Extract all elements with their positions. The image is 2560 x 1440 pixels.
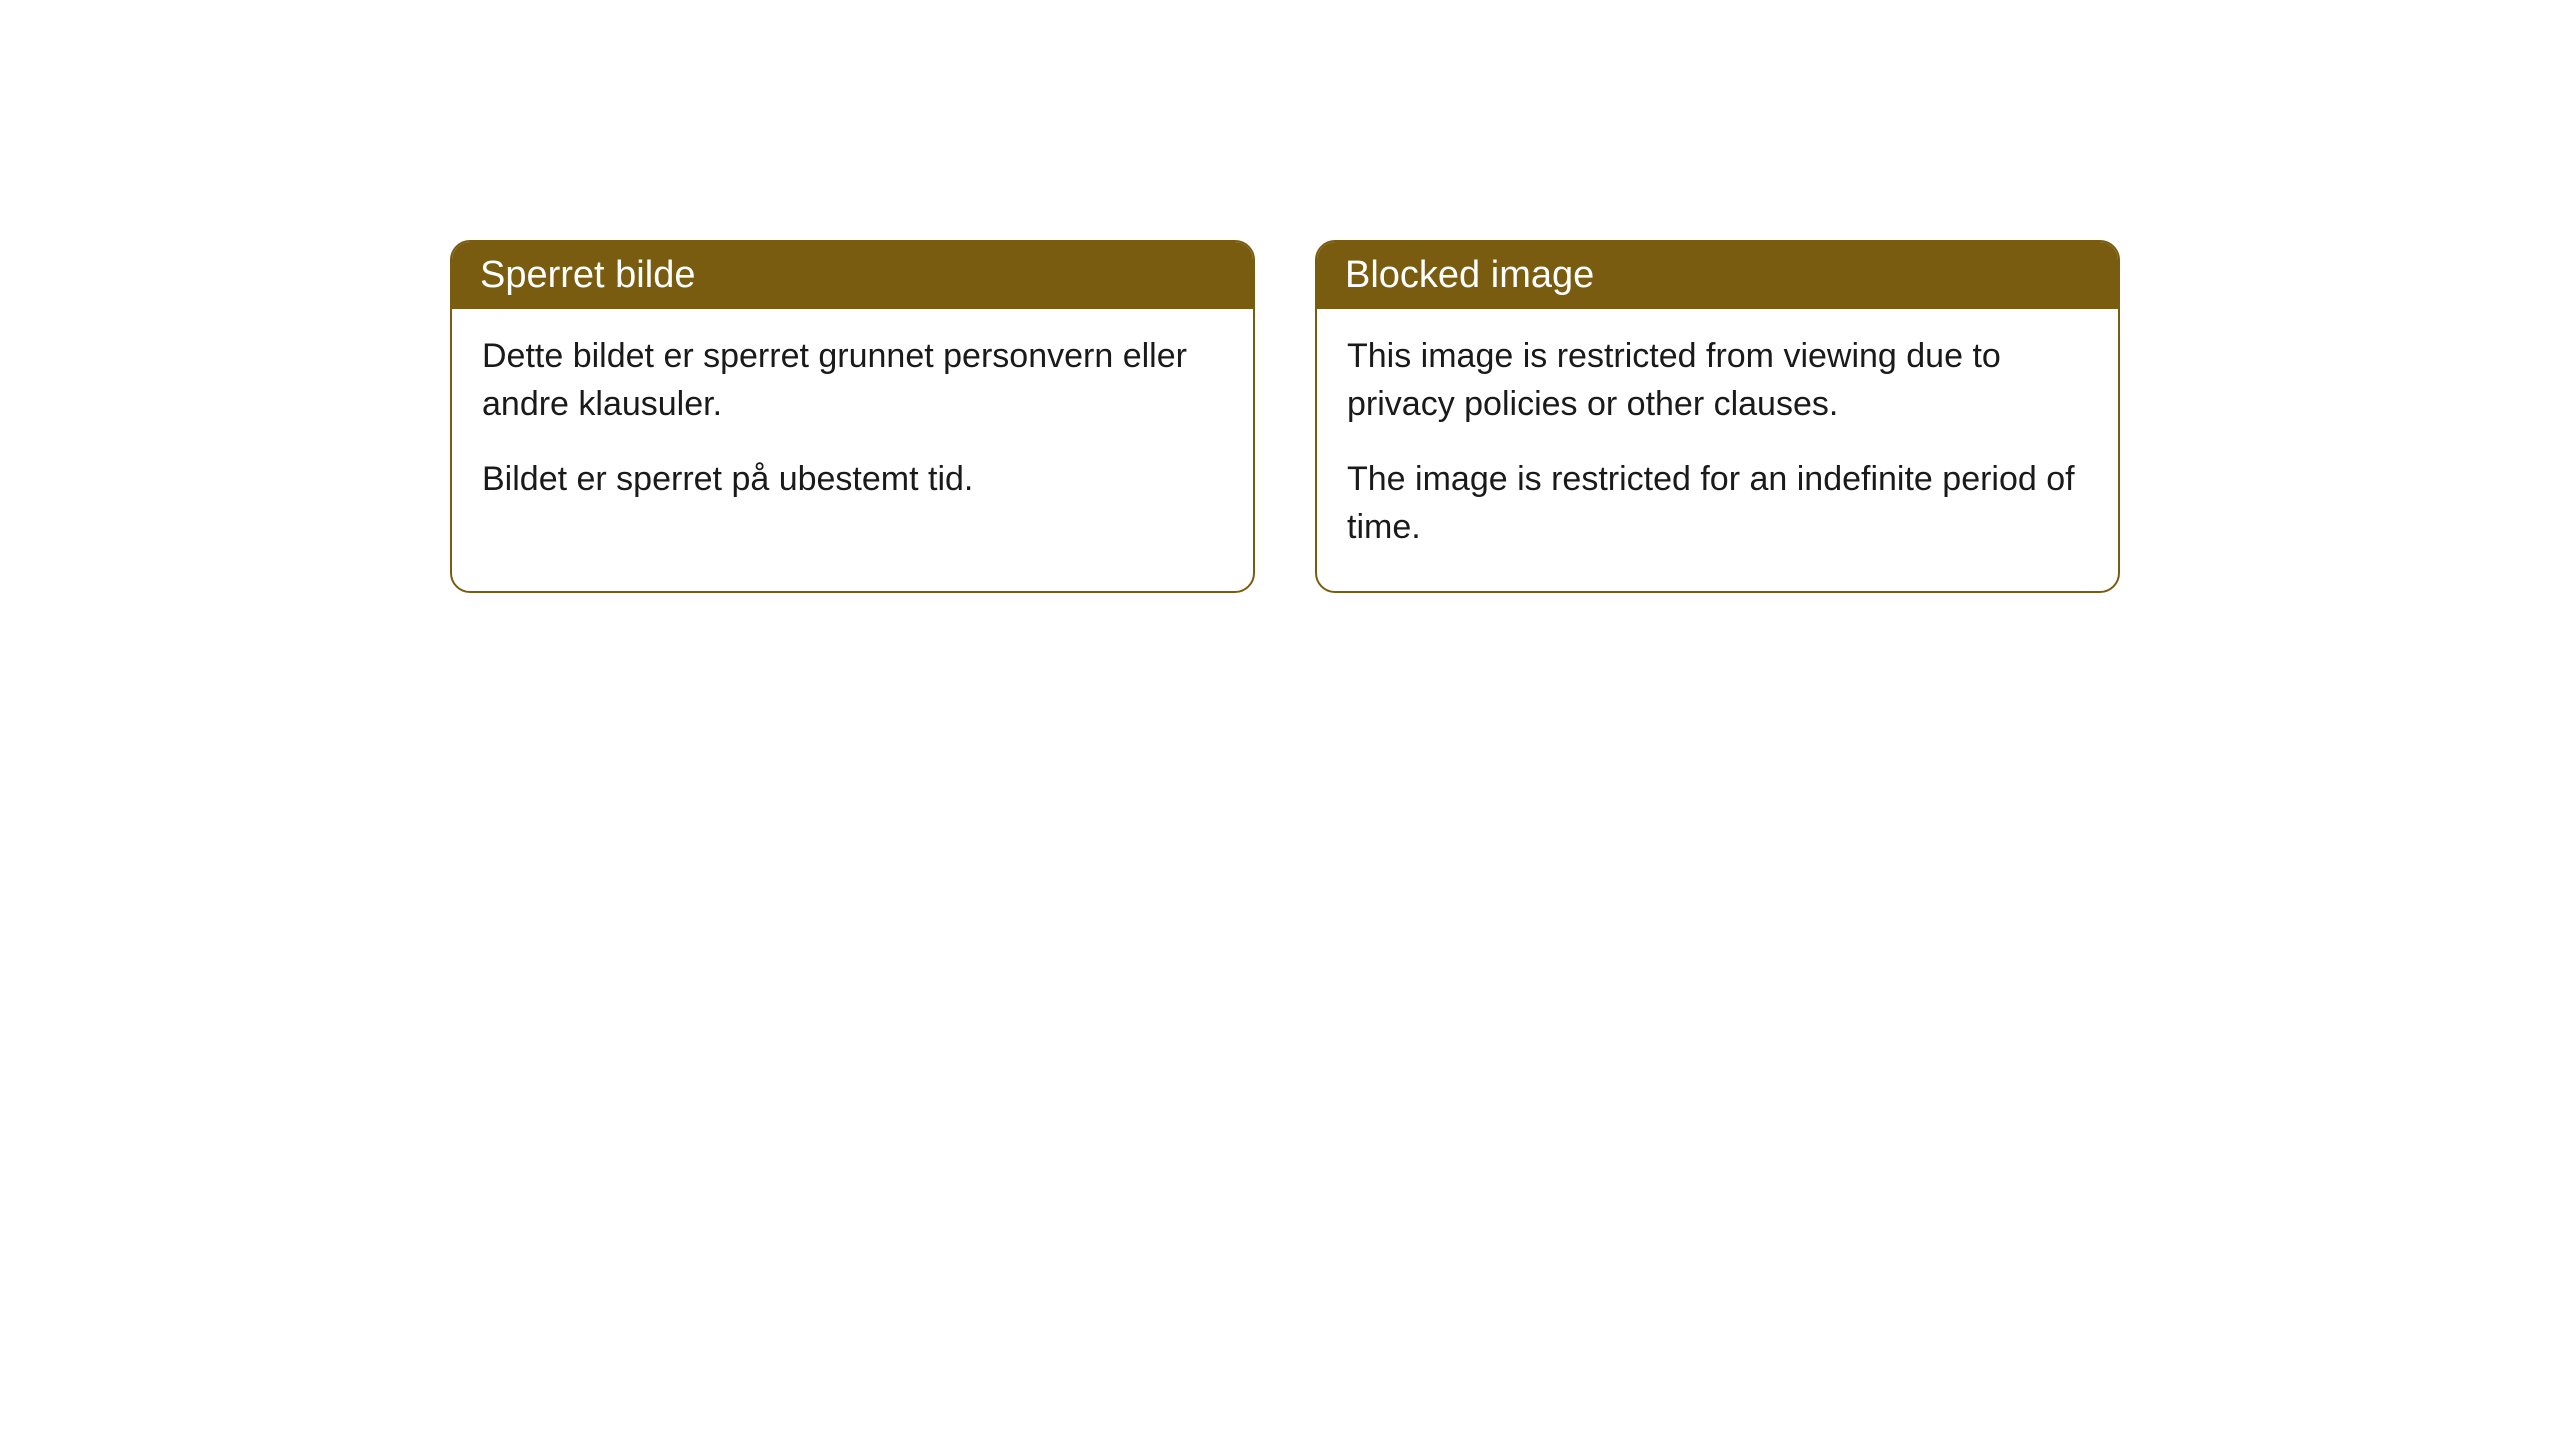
card-body: This image is restricted from viewing du… <box>1317 309 2118 591</box>
card-paragraph-2: Bildet er sperret på ubestemt tid. <box>482 456 1223 504</box>
blocked-image-card-norwegian: Sperret bilde Dette bildet er sperret gr… <box>450 240 1255 593</box>
card-paragraph-2: The image is restricted for an indefinit… <box>1347 456 2088 551</box>
card-title: Sperret bilde <box>480 254 695 296</box>
card-header: Sperret bilde <box>452 242 1253 309</box>
notice-cards-container: Sperret bilde Dette bildet er sperret gr… <box>0 0 2560 593</box>
blocked-image-card-english: Blocked image This image is restricted f… <box>1315 240 2120 593</box>
card-paragraph-1: This image is restricted from viewing du… <box>1347 333 2088 428</box>
card-body: Dette bildet er sperret grunnet personve… <box>452 309 1253 544</box>
card-title: Blocked image <box>1345 254 1594 296</box>
card-header: Blocked image <box>1317 242 2118 309</box>
card-paragraph-1: Dette bildet er sperret grunnet personve… <box>482 333 1223 428</box>
